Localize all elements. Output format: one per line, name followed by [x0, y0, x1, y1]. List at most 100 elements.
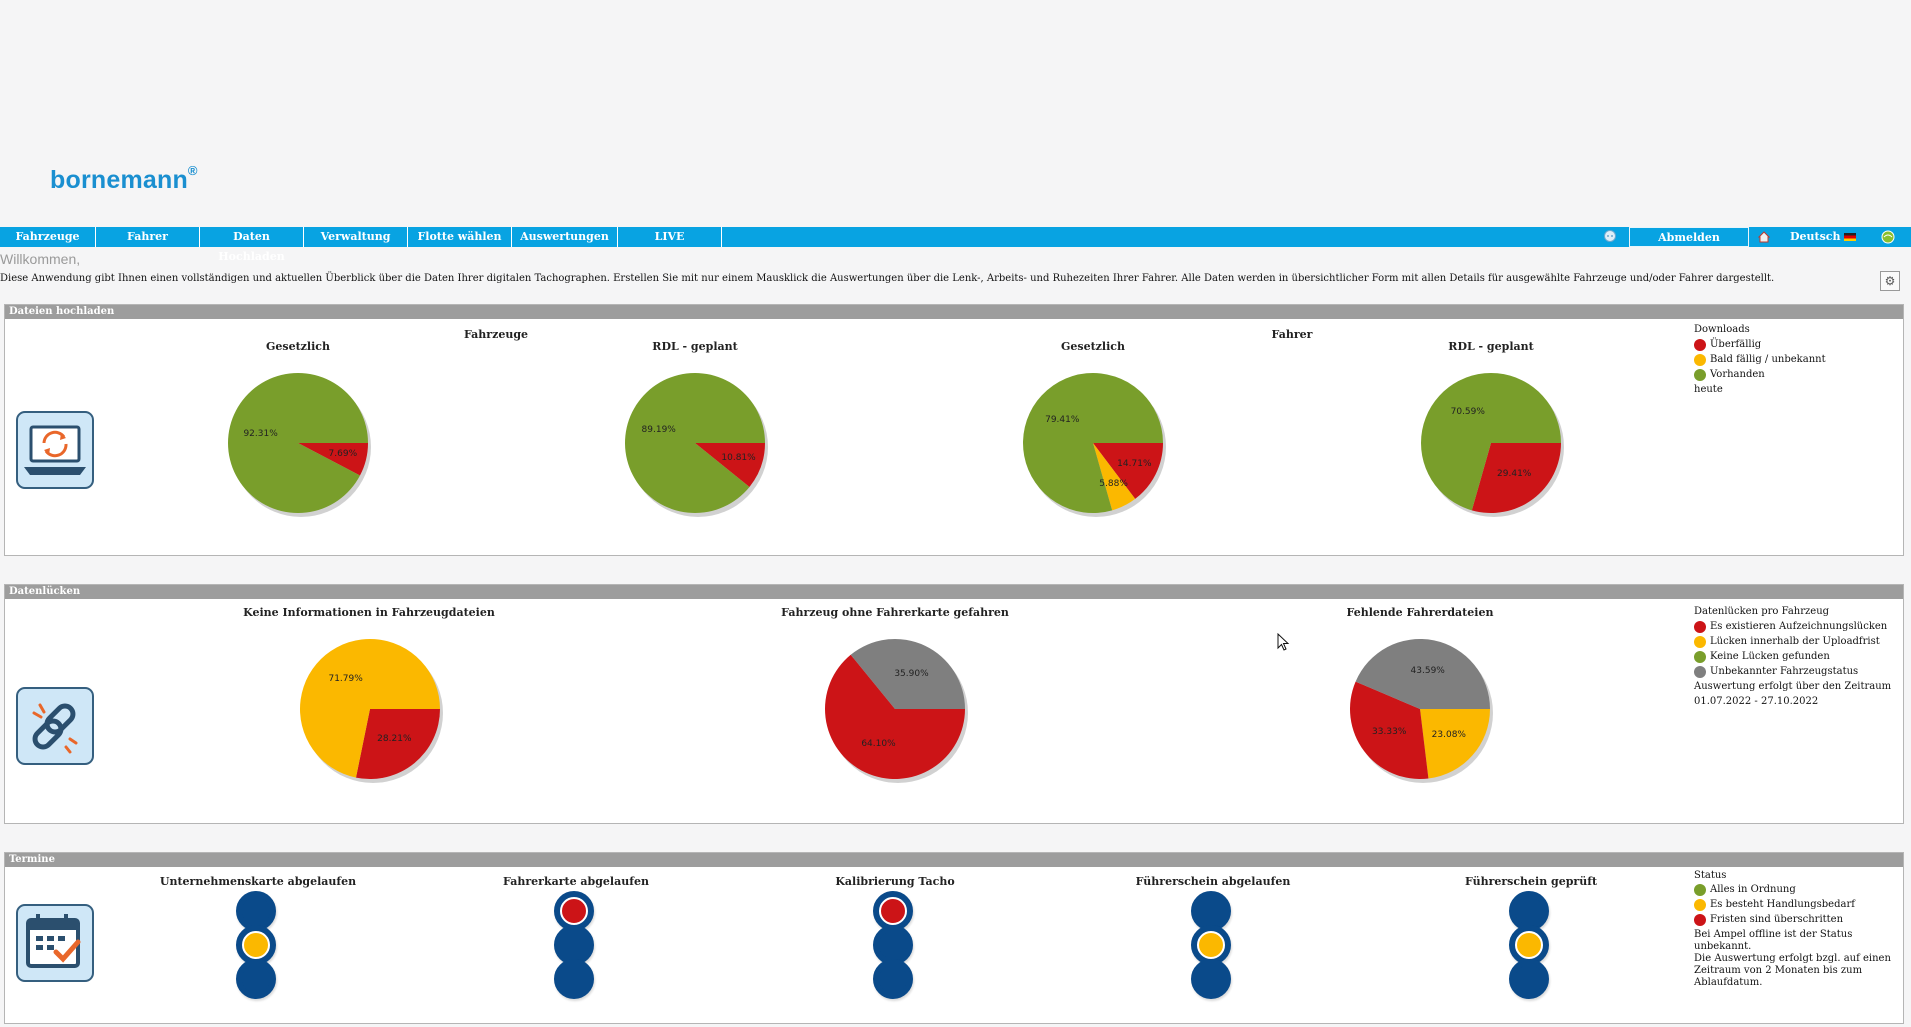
traffic-lamp-yellow: [1509, 925, 1549, 965]
home-icon[interactable]: [1754, 227, 1774, 247]
deadlines-panel: Termine Unternehmenskarte abgelaufen Fah…: [4, 852, 1904, 1024]
pie-slice[interactable]: [850, 639, 965, 709]
traffic-lamp-green: [1191, 959, 1231, 999]
pie-chart-vehicles-legal[interactable]: 7.69% 92.31%: [224, 369, 376, 521]
pie-svg: [1350, 639, 1493, 783]
deadlines-header: Termine: [5, 853, 1903, 867]
legend-note: unbekannt.: [1694, 941, 1752, 952]
legend-item-no-gaps: Keine Lücken gefunden: [1694, 649, 1891, 664]
pie-slice[interactable]: [825, 654, 965, 779]
pie-slice-label: 92.31%: [243, 428, 278, 439]
legend-item-due-soon: Bald fällig / unbekannt: [1694, 352, 1826, 367]
pie-svg: [625, 372, 768, 517]
pie-chart-drivers-rdl[interactable]: 29.41% 70.59%: [1417, 369, 1569, 521]
traffic-light-company-card[interactable]: [236, 891, 280, 999]
settings-button[interactable]: ⚙: [1880, 271, 1900, 291]
chart-title-drivers-rdl: RDL - geplant: [1448, 340, 1534, 353]
traffic-lamp-yellow: [236, 925, 276, 965]
pie-chart-vehicles-rdl[interactable]: 10.81% 89.19%: [621, 369, 773, 521]
gear-icon: ⚙: [1884, 274, 1896, 288]
bornemann-logo: bornemann®: [50, 162, 198, 194]
traffic-lamp-inner: [1515, 897, 1543, 925]
pie-slice-label: 70.59%: [1450, 407, 1485, 418]
traffic-lamp-green: [236, 959, 276, 999]
pie-slice[interactable]: [695, 443, 765, 487]
help-icon[interactable]: [1600, 227, 1620, 247]
pie-slice[interactable]: [625, 372, 765, 513]
pie-slice-label: 71.79%: [328, 674, 363, 685]
pie-slice[interactable]: [1471, 443, 1561, 513]
pie-slice[interactable]: [1420, 709, 1490, 779]
legend-item-gaps-in-period: Lücken innerhalb der Uploadfrist: [1694, 634, 1891, 649]
legend-item-recording-gaps: Es existieren Aufzeichnungslücken: [1694, 619, 1891, 634]
legend-dot: [1694, 353, 1706, 366]
traffic-lamp-green: [554, 959, 594, 999]
traffic-lamp-inner: [879, 931, 907, 959]
chart-title-no-info: Keine Informationen in Fahrzeugdateien: [243, 606, 495, 619]
gaps-header: Datenlücken: [5, 585, 1903, 599]
traffic-light-license-expired[interactable]: [1191, 891, 1235, 999]
pie-slice[interactable]: [1023, 373, 1163, 513]
nav-daten-hochladen[interactable]: Daten Hochladen: [200, 227, 304, 263]
pie-slice-label: 89.19%: [641, 425, 676, 436]
legend-dot: [1694, 665, 1706, 678]
pie-svg: [1421, 373, 1564, 517]
pie-chart-drivers-legal[interactable]: 14.71% 5.88% 79.41%: [1019, 369, 1171, 521]
upload-laptop-icon[interactable]: [16, 411, 94, 489]
pie-slice-label: 28.21%: [377, 733, 412, 744]
pie-slice-label: 23.08%: [1431, 729, 1466, 740]
pie-slice[interactable]: [228, 372, 368, 513]
gaps-legend: Datenlücken pro Fahrzeug Es existieren A…: [1694, 604, 1891, 709]
pie-slice[interactable]: [300, 639, 440, 778]
traffic-light-license-checked[interactable]: [1509, 891, 1553, 999]
pie-slice-label: 64.10%: [861, 738, 896, 749]
traffic-lamp-red: [1191, 891, 1231, 931]
calendar-check-icon[interactable]: [16, 904, 94, 982]
nav-flotte-waehlen[interactable]: Flotte wählen: [408, 227, 512, 247]
main-navbar: Fahrzeuge Fahrer Daten Hochladen Verwalt…: [0, 227, 1911, 263]
pie-slice-label: 14.71%: [1117, 458, 1152, 469]
traffic-lamp-inner: [879, 897, 907, 925]
pie-chart-no-info[interactable]: 28.21% 71.79%: [296, 635, 448, 787]
traffic-title-company-card: Unternehmenskarte abgelaufen: [159, 875, 357, 888]
traffic-title-tacho-calibration: Kalibrierung Tacho: [835, 875, 955, 888]
pie-slice[interactable]: [1093, 443, 1136, 511]
nav-verwaltung[interactable]: Verwaltung: [304, 227, 408, 247]
traffic-lamp-inner: [560, 931, 588, 959]
pie-slice-label: 35.90%: [894, 669, 929, 680]
traffic-light-tacho-calibration[interactable]: [873, 891, 917, 999]
pie-slice[interactable]: [355, 709, 440, 779]
legend-item-deadline-exceeded: Fristen sind überschritten: [1694, 914, 1891, 926]
pie-slice[interactable]: [1093, 443, 1163, 499]
pie-slice[interactable]: [1355, 639, 1490, 709]
broken-link-icon[interactable]: [16, 687, 94, 765]
pie-slice[interactable]: [1421, 373, 1561, 511]
uploads-legend: Downloads Überfällig Bald fällig / unbek…: [1694, 322, 1826, 397]
pie-svg: [825, 639, 968, 783]
logout-button[interactable]: Abmelden: [1629, 227, 1749, 247]
legend-item-present: Vorhanden: [1694, 367, 1826, 382]
language-select[interactable]: Deutsch: [1790, 227, 1860, 247]
traffic-lamp-inner: [560, 897, 588, 925]
uploads-panel: Dateien hochladen Fahrzeuge Fahrer Geset…: [4, 304, 1904, 556]
pie-slice[interactable]: [1350, 681, 1429, 779]
nav-auswertungen[interactable]: Auswertungen: [512, 227, 618, 247]
traffic-light-driver-card[interactable]: [554, 891, 598, 999]
language-label: Deutsch: [1790, 230, 1841, 243]
legend-item-unknown: Unbekannter Fahrzeugstatus: [1694, 664, 1891, 679]
pie-slice-label: 43.59%: [1410, 666, 1445, 677]
legend-title: Downloads: [1694, 324, 1750, 335]
nav-fahrzeuge[interactable]: Fahrzeuge: [0, 227, 96, 247]
traffic-lamp-inner: [242, 965, 270, 993]
traffic-lamp-yellow: [1191, 925, 1231, 965]
pie-chart-missing-driver-files[interactable]: 23.08% 33.33% 43.59%: [1346, 635, 1498, 787]
uploads-header: Dateien hochladen: [5, 305, 1903, 319]
nav-live[interactable]: LIVE: [618, 227, 722, 247]
pie-svg: [300, 639, 443, 783]
nav-fahrer[interactable]: Fahrer: [96, 227, 200, 247]
pie-slice[interactable]: [298, 443, 368, 476]
traffic-title-license-checked: Führerschein geprüft: [1464, 875, 1598, 888]
legend-dot: [1694, 368, 1706, 381]
status-globe-icon[interactable]: [1878, 227, 1898, 247]
pie-chart-no-driver-card[interactable]: 64.10% 35.90%: [821, 635, 973, 787]
